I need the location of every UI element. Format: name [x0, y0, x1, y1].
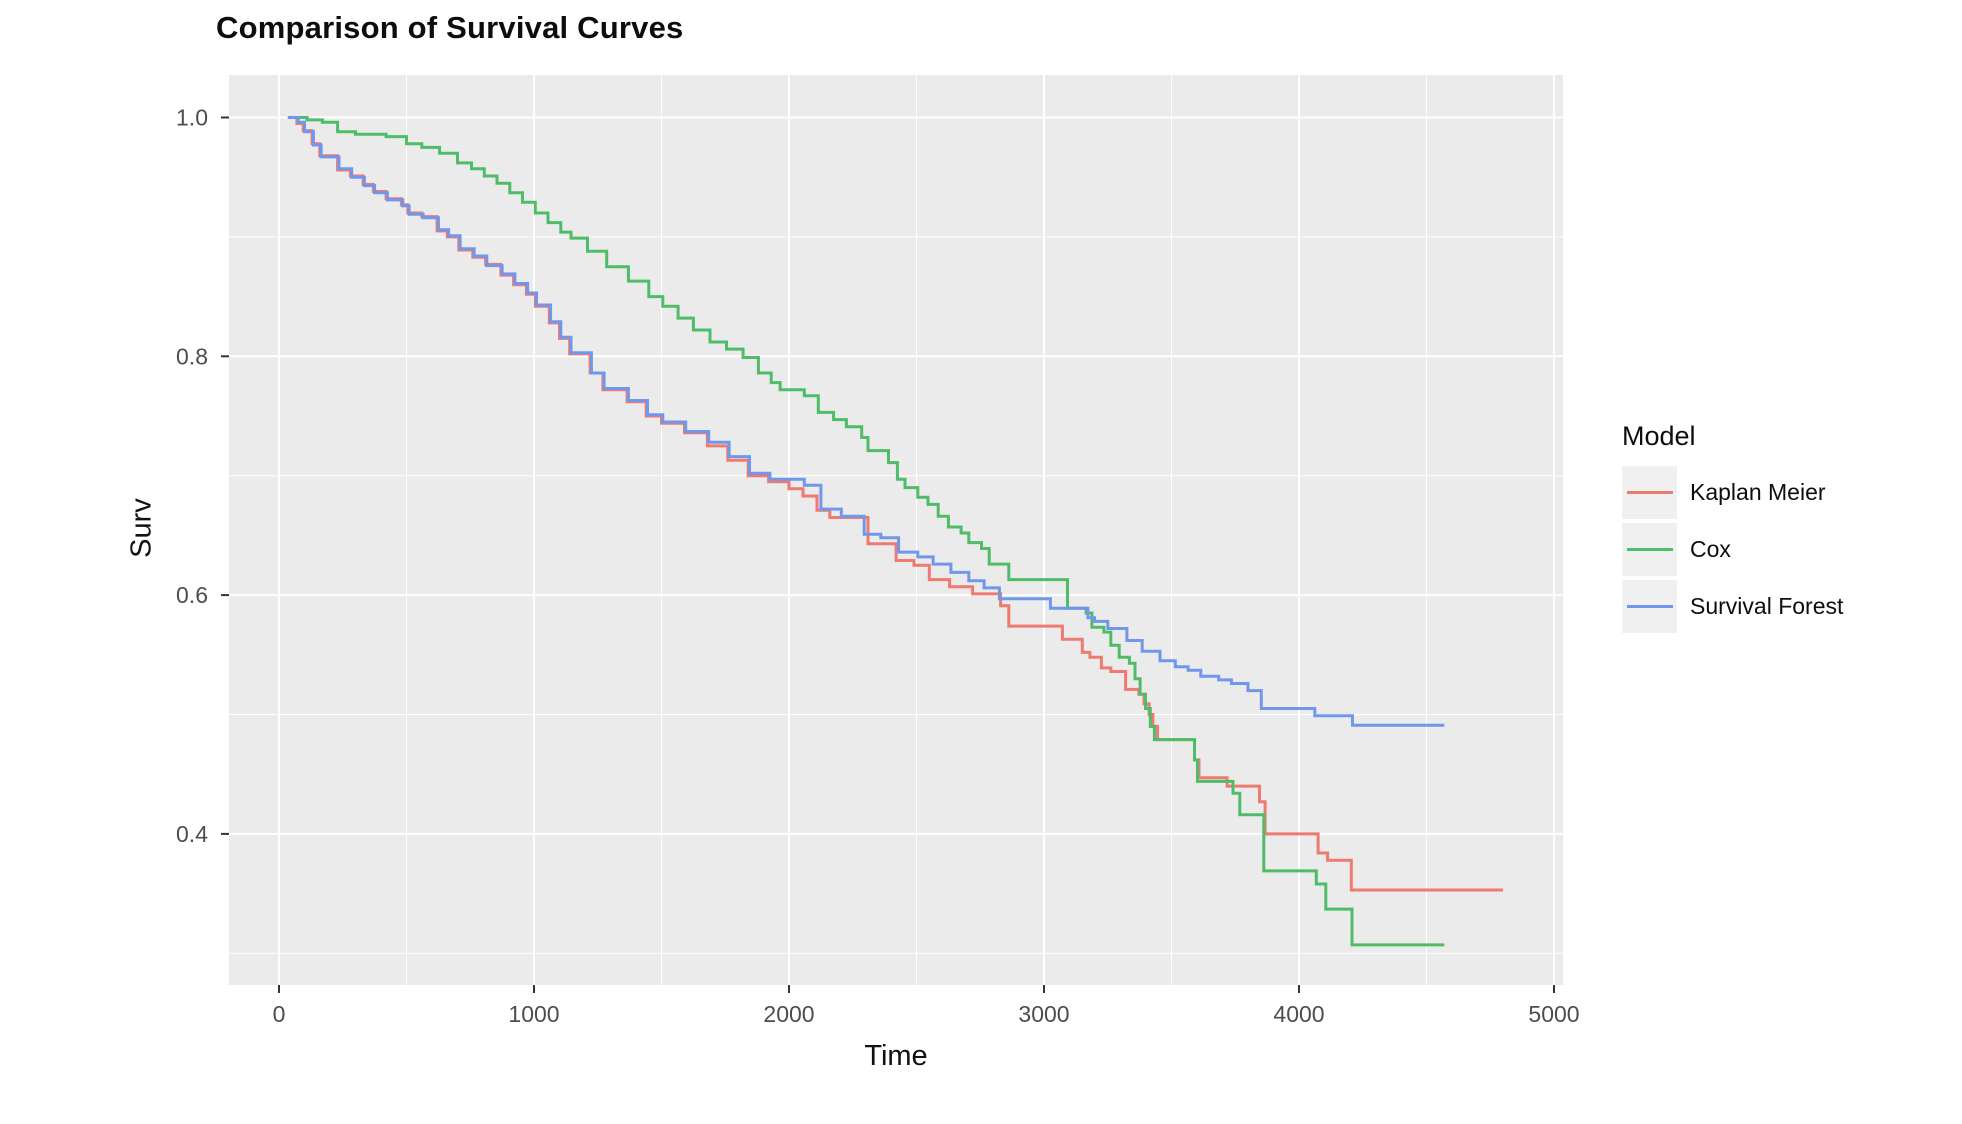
y-axis-title: Surv [125, 498, 158, 558]
x-axis-tick-label: 4000 [1273, 1001, 1324, 1027]
x-axis-title: Time [864, 1040, 928, 1072]
legend-key-swatch [1622, 523, 1677, 576]
legend-key-swatch [1622, 466, 1677, 519]
y-axis-tick-label: 0.4 [176, 821, 208, 847]
cox-line-icon [1626, 548, 1673, 551]
series-curve-cox [287, 116, 1445, 947]
legend-entry-survival-forest: Survival Forest [1622, 580, 1843, 633]
legend-entry-cox: Cox [1622, 523, 1843, 576]
series-curve-survival-forest [287, 116, 1445, 727]
legend-title: Model [1622, 421, 1696, 451]
y-axis-tick-label: 0.6 [176, 582, 208, 608]
legend-entry-label: Kaplan Meier [1690, 479, 1826, 505]
y-axis-tick-label: 1.0 [176, 105, 208, 131]
legend: Model Kaplan Meier Cox Survival Forest [1622, 421, 1843, 637]
y-axis-tick-label: 0.8 [176, 343, 208, 369]
x-axis-tick-label: 1000 [508, 1001, 559, 1027]
legend-entry-kaplan-meier: Kaplan Meier [1622, 466, 1843, 519]
plot-panel [229, 75, 1563, 985]
x-axis-tick-label: 5000 [1528, 1001, 1579, 1027]
chart-title: Comparison of Survival Curves [216, 10, 684, 45]
legend-key-swatch [1622, 580, 1677, 633]
legend-entry-label: Cox [1690, 536, 1731, 562]
x-axis-tick-label: 0 [273, 1001, 286, 1027]
x-axis-tick-label: 3000 [1018, 1001, 1069, 1027]
kaplan-meier-line-icon [1626, 491, 1673, 494]
x-axis-tick-label: 2000 [763, 1001, 814, 1027]
survival-forest-line-icon [1626, 605, 1673, 608]
legend-entry-label: Survival Forest [1690, 593, 1844, 619]
